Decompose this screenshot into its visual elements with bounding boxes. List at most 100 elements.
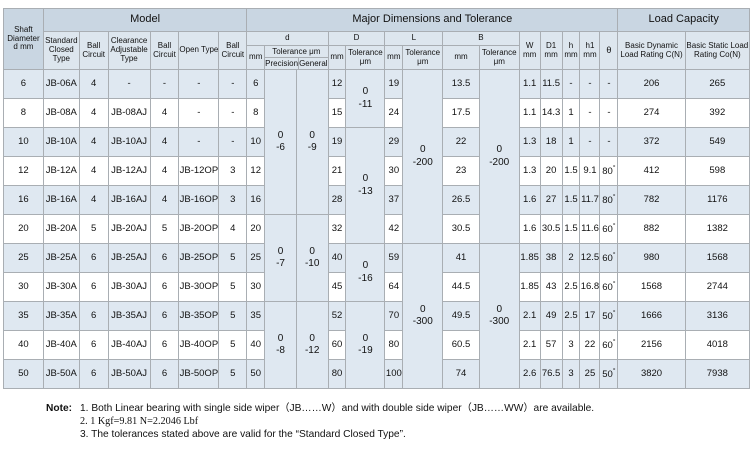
D-mm-header: mm	[327, 45, 347, 70]
D-tolerance-header: Tolerance μm	[345, 45, 386, 70]
cell-closed: JB-06A	[42, 69, 80, 99]
cell-ball3: 5	[218, 330, 248, 360]
cell-closed: JB-35A	[42, 301, 80, 331]
cell-D1: 76.5	[539, 359, 563, 389]
cell-D: 60	[327, 330, 347, 360]
B-mm-header: mm	[442, 45, 480, 70]
cell-C: 1568	[617, 272, 686, 302]
cell-theta: 80°	[599, 185, 619, 215]
table-row: 8 JB-08A 4 JB-08AJ 4- -8 15 24 17.5 1.1 14.3 1- -274…	[3, 98, 750, 128]
cell-B: 49.5	[442, 301, 480, 331]
cell-theta: -	[599, 69, 619, 99]
tolerance-upper: 0	[362, 260, 369, 271]
cell-theta: 50°	[599, 359, 619, 389]
ball-circuit-header: Ball Circuit	[218, 31, 248, 70]
cell-B: 74	[442, 359, 480, 389]
cell-clearance: JB-35AJ	[107, 301, 151, 331]
ball-circuit-header: Ball Circuit	[78, 31, 109, 70]
cell-shaft: 40	[3, 330, 44, 360]
cell-L: 42	[384, 214, 404, 244]
cell-d: 6	[246, 69, 266, 99]
tolerance-lower: -300	[412, 316, 433, 327]
cell-ball1: 4	[78, 127, 109, 157]
cell-open: -	[178, 127, 220, 157]
table-row: 20 JB-20A 5 JB-20AJ 5 JB-20OP 4 20 0 -7 0 -10 32 42 30…	[3, 214, 750, 302]
cell-d: 10	[246, 127, 266, 157]
cell-ball2: 6	[149, 301, 180, 331]
cell-closed: JB-08A	[42, 98, 80, 128]
tolerance-lower: -9	[307, 142, 317, 153]
D-tolerance: 0 -16	[345, 243, 386, 302]
cell-shaft: 20	[3, 214, 44, 244]
B-tolerance: 0 -300	[478, 243, 520, 389]
tolerance-upper: 0	[309, 332, 315, 344]
cell-d: 16	[246, 185, 266, 215]
cell-ball2: 6	[149, 330, 180, 360]
cell-theta: 60°	[599, 272, 619, 302]
cell-L: 70	[384, 301, 404, 331]
cell-open: JB-16OP	[178, 185, 220, 215]
cell-Co: 265	[684, 69, 750, 99]
W-header: W mm	[518, 31, 541, 70]
cell-h: -	[561, 69, 581, 99]
cell-shaft: 50	[3, 359, 44, 389]
cell-open: JB-40OP	[178, 330, 220, 360]
cell-h: 2.5	[561, 272, 581, 302]
cell-h1: 25	[579, 359, 601, 389]
cell-h1: 22	[579, 330, 601, 360]
cell-D1: 20	[539, 156, 563, 186]
cell-ball3: 3	[218, 185, 248, 215]
load-capacity-header: Load Capacity	[617, 8, 750, 32]
cell-closed: JB-50A	[42, 359, 80, 389]
cell-Co: 392	[684, 98, 750, 128]
tolerance-upper: 0	[362, 173, 369, 184]
D-group-header: D	[327, 31, 386, 46]
cell-ball1: 6	[78, 359, 109, 389]
cell-theta: 60°	[599, 243, 619, 273]
cell-D1: 38	[539, 243, 563, 273]
cell-h: 3	[561, 359, 581, 389]
cell-D: 80	[327, 359, 347, 389]
d-general-tolerance: 0 -9	[295, 69, 329, 215]
cell-ball2: 6	[149, 359, 180, 389]
cell-closed: JB-40A	[42, 330, 80, 360]
cell-ball1: 4	[78, 185, 109, 215]
cell-ball3: 5	[218, 272, 248, 302]
notes: Note: 1. Both Linear bearing with single…	[46, 402, 594, 441]
d-precision-tolerance: 0 -6	[264, 69, 297, 215]
spec-sheet: Shaft Diameter d mm Model Major Dimensio…	[3, 8, 750, 389]
cell-h1: 16.8	[579, 272, 601, 302]
cell-open: JB-50OP	[178, 359, 220, 389]
L-tolerance: 0 -200	[402, 69, 444, 244]
cell-ball1: 4	[78, 69, 109, 99]
major-dimensions-header: Major Dimensions and Tolerance	[246, 8, 619, 32]
cell-W: 2.1	[518, 330, 541, 360]
cell-closed: JB-30A	[42, 272, 80, 302]
cell-W: 1.6	[518, 185, 541, 215]
tolerance-lower: -6	[276, 142, 285, 153]
cell-ball3: 3	[218, 156, 248, 186]
cell-D1: 57	[539, 330, 563, 360]
cell-ball1: 5	[78, 214, 109, 244]
cell-ball2: 6	[149, 243, 180, 273]
L-tolerance: 0 -300	[402, 243, 444, 389]
cell-h1: 17	[579, 301, 601, 331]
cell-D: 21	[327, 156, 347, 186]
cell-C: 412	[617, 156, 686, 186]
cell-ball2: 4	[149, 156, 180, 186]
cell-d: 30	[246, 272, 266, 302]
cell-shaft: 8	[3, 98, 44, 128]
cell-h: 1	[561, 98, 581, 128]
tolerance-lower: -7	[276, 258, 285, 269]
cell-theta: -	[599, 127, 619, 157]
cell-h: 1	[561, 127, 581, 157]
cell-W: 1.85	[518, 272, 541, 302]
cell-ball2: 4	[149, 185, 180, 215]
cell-d: 8	[246, 98, 266, 128]
tolerance-upper: 0	[362, 86, 369, 97]
cell-clearance: JB-12AJ	[107, 156, 151, 186]
cell-ball1: 4	[78, 156, 109, 186]
cell-clearance: JB-40AJ	[107, 330, 151, 360]
cell-shaft: 16	[3, 185, 44, 215]
static-load-header: Basic Static Load Rating Co(N)	[684, 31, 750, 70]
